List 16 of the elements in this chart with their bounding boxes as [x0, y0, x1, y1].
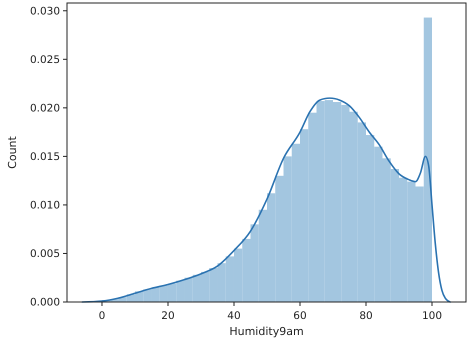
y-tick-label: 0.015: [30, 151, 60, 164]
line-series: [81, 97, 451, 303]
x-tick-label: 100: [422, 310, 442, 322]
x-axis-title: Humidity9am: [229, 325, 304, 338]
x-tick-label: 40: [227, 310, 241, 322]
y-tick-label: 0.025: [30, 54, 60, 66]
x-tick-label: 60: [293, 310, 307, 322]
x-tick-label: 20: [161, 310, 175, 322]
x-tick-label: 80: [359, 310, 373, 322]
y-tick-label: 0.005: [30, 248, 60, 260]
x-tick-label: 0: [98, 310, 106, 322]
y-tick-label: 0.000: [30, 296, 60, 309]
y-tick-label: 0.020: [30, 102, 60, 115]
y-tick-label: 0.030: [30, 5, 60, 18]
y-tick-label: 0.010: [30, 200, 60, 212]
y-axis-title: Count: [6, 135, 19, 169]
